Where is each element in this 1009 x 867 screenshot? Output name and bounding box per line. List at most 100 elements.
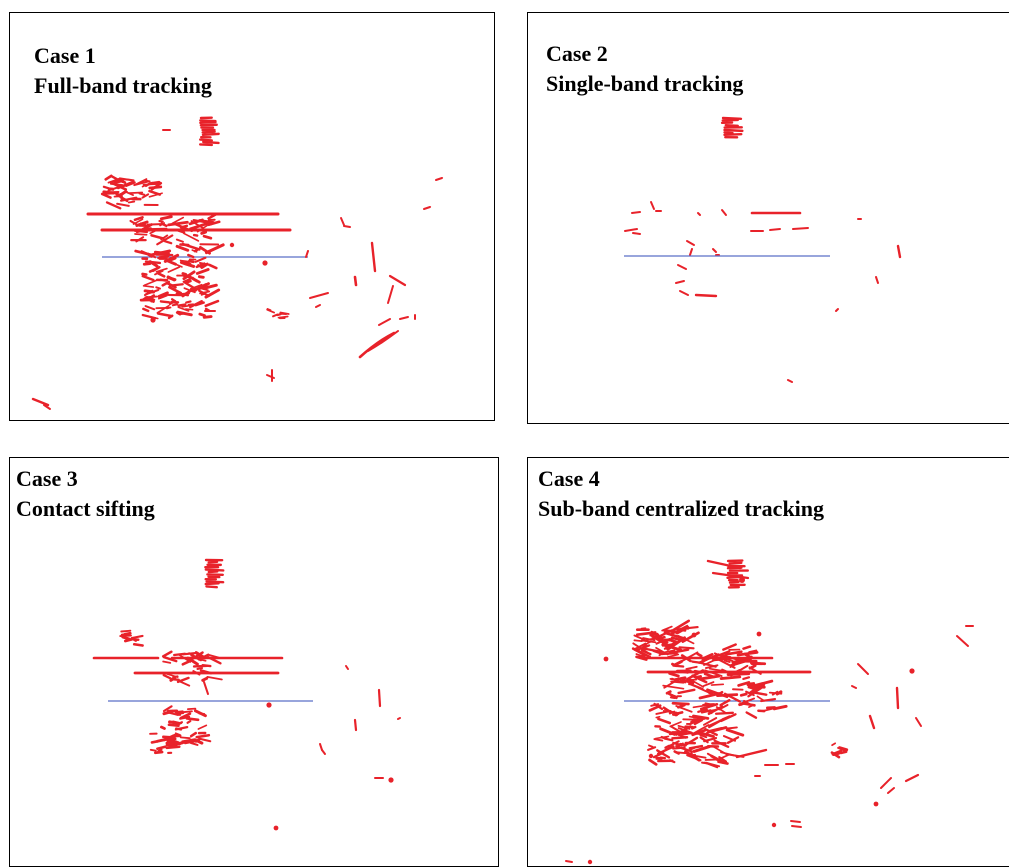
track-segment (33, 399, 48, 405)
track-cluster-stroke (203, 132, 215, 133)
track-cluster-stroke (152, 741, 158, 742)
track-cluster-stroke (665, 639, 672, 640)
track-segment (680, 291, 688, 295)
track-cluster-stroke (181, 737, 190, 738)
track-cluster-stroke (146, 306, 155, 309)
track-cluster-stroke (725, 660, 730, 661)
track-dot (588, 860, 592, 864)
track-segment (788, 380, 792, 382)
track-cluster-stroke (692, 662, 699, 663)
track-dot (692, 633, 697, 638)
track-cluster-stroke (186, 309, 193, 310)
track-cluster-stroke (158, 314, 172, 317)
track-cluster-stroke (198, 725, 206, 729)
track-segment (398, 718, 400, 719)
track-segment (722, 210, 726, 215)
track-dot (739, 577, 745, 583)
track-cluster-stroke (703, 659, 707, 661)
track-cluster-stroke (751, 663, 760, 664)
track-cluster-stroke (727, 727, 736, 728)
track-cluster-stroke (161, 727, 164, 728)
track-cluster-stroke (708, 754, 712, 756)
track-segment (400, 317, 408, 319)
track-plot (10, 13, 495, 421)
track-cluster-stroke (753, 686, 761, 687)
track-cluster-stroke (725, 132, 733, 133)
track-cluster-stroke (662, 737, 667, 739)
track-cluster-stroke (144, 264, 150, 265)
track-segment (906, 775, 918, 781)
track-cluster-stroke (177, 240, 183, 242)
track-segment (625, 229, 637, 231)
track-cluster-stroke (721, 714, 735, 721)
track-cluster-stroke (196, 739, 199, 741)
track-cluster-stroke (143, 184, 160, 185)
track-cluster-stroke (690, 746, 702, 748)
track-segment (322, 750, 325, 754)
track-cluster-stroke (179, 681, 189, 685)
track-cluster-stroke (670, 673, 679, 676)
track-cluster-stroke (668, 654, 678, 657)
track-segment (737, 750, 766, 757)
track-cluster-stroke (157, 306, 169, 313)
track-cluster-stroke (673, 748, 685, 749)
track-dot (274, 826, 279, 831)
track-cluster-stroke (157, 739, 167, 741)
track-segment (316, 305, 320, 307)
track-cluster-stroke (198, 668, 202, 669)
track-cluster-stroke (165, 241, 171, 243)
track-segment (792, 826, 801, 827)
track-cluster-stroke (200, 140, 212, 141)
track-cluster-stroke (144, 280, 157, 285)
track-cluster-stroke (741, 694, 746, 695)
track-dot (674, 712, 679, 717)
track-cluster-stroke (724, 134, 741, 135)
track-segment (379, 690, 380, 706)
track-cluster-stroke (680, 672, 688, 673)
track-cluster-stroke (634, 640, 641, 641)
track-dot (909, 668, 914, 673)
track-segment (372, 243, 375, 271)
track-segment (388, 286, 393, 303)
track-segment (881, 778, 891, 788)
track-cluster-stroke (206, 301, 218, 306)
track-cluster-stroke (135, 234, 147, 235)
track-cluster-stroke (151, 750, 156, 751)
track-cluster-stroke (679, 647, 693, 648)
track-cluster-stroke (191, 733, 196, 736)
track-cluster-stroke (195, 250, 198, 251)
track-cluster-stroke (648, 747, 655, 750)
track-cluster-stroke (723, 644, 735, 649)
track-cluster-stroke (186, 301, 190, 302)
track-cluster-stroke (200, 144, 212, 145)
track-dot (150, 317, 155, 322)
track-cluster-stroke (111, 184, 123, 185)
track-cluster-stroke (148, 254, 151, 256)
track-cluster-stroke (171, 679, 179, 680)
track-cluster-stroke (727, 730, 743, 735)
track-cluster-stroke (690, 733, 699, 734)
track-dot (772, 823, 776, 827)
track-cluster-stroke (675, 662, 681, 665)
track-cluster-stroke (143, 274, 147, 275)
track-segment (870, 716, 874, 728)
track-segment (678, 265, 686, 269)
track-cluster-stroke (841, 752, 846, 753)
track-cluster-stroke (206, 586, 216, 587)
track-cluster-stroke (197, 269, 208, 273)
track-cluster-stroke (743, 647, 750, 649)
track-cluster-stroke (117, 204, 129, 206)
track-cluster-stroke (650, 760, 657, 764)
track-cluster-stroke (163, 737, 174, 738)
track-cluster-stroke (180, 711, 192, 712)
track-cluster-stroke (698, 654, 702, 656)
track-cluster-stroke (161, 217, 171, 219)
track-cluster-stroke (152, 235, 164, 238)
track-cluster-stroke (656, 717, 659, 718)
track-cluster-stroke (121, 631, 130, 632)
track-segment (436, 178, 442, 180)
track-cluster-stroke (181, 261, 190, 262)
track-segment (687, 241, 694, 245)
track-segment (379, 319, 390, 325)
track-cluster-stroke (168, 278, 175, 280)
